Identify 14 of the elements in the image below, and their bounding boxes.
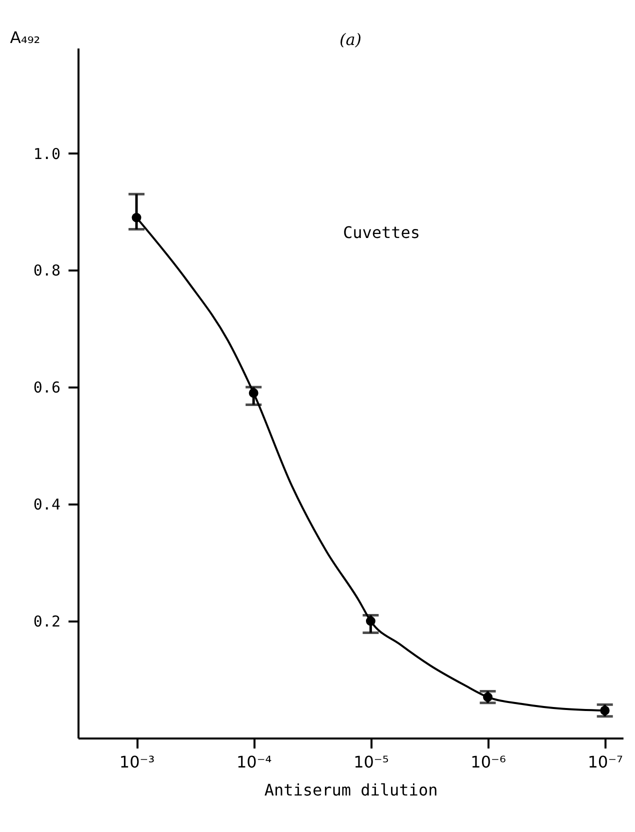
x-tick-label: 10⁻⁵ [354,752,389,772]
annotation: Cuvettes [343,223,420,242]
y-axis-title: A₄₉₂ [10,28,40,47]
x-tick-label: 10⁻³ [119,752,155,772]
x-tick-label: 10⁻⁶ [470,752,506,772]
y-tick-label: 0.6 [33,378,60,397]
x-axis-title: Antiserum dilution [264,780,438,800]
chart-title: (a) [339,30,362,49]
y-tick-label: 1.0 [33,144,60,163]
y-tick-label: 0.4 [33,496,60,514]
x-tick-label: 10⁻⁷ [588,752,623,772]
y-tick-label: 0.8 [33,262,60,280]
y-tick-label: 0.2 [33,612,60,631]
x-tick-label: 10⁻⁴ [236,752,272,772]
